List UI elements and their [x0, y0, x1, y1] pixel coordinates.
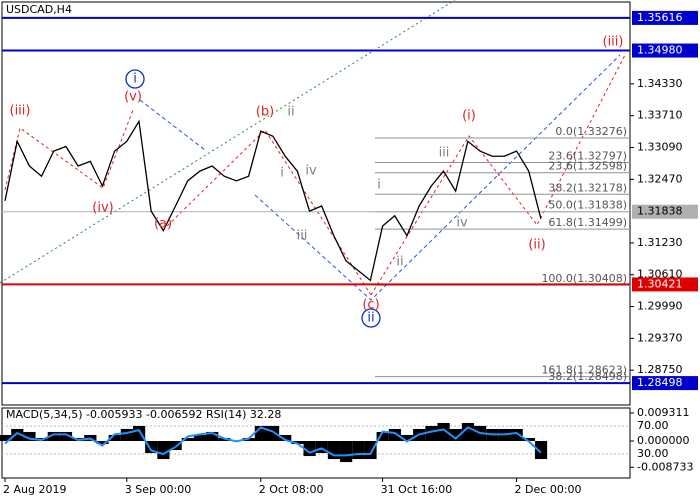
wave-label: i [377, 178, 381, 193]
level-label: 1.28498 [637, 376, 683, 389]
macd-bar [400, 434, 414, 441]
fib-label: 50.0(1.31838) [548, 199, 627, 212]
level-tag [632, 376, 698, 391]
fib-label: 38.2(1.32178) [548, 181, 627, 194]
trend-channel [0, 0, 456, 284]
macd-bar [534, 440, 548, 460]
x-tick-label: 2 Aug 2019 [3, 483, 66, 496]
fib-label: 23.6(1.32797) [548, 150, 627, 163]
macd-bar [193, 434, 207, 441]
price-line [4, 119, 542, 282]
level-label: 1.34980 [637, 44, 683, 57]
y-tick-label: 1.29370 [637, 331, 683, 344]
chart-title: USDCAD,H4 [6, 3, 72, 16]
wave-label: (b) [256, 105, 274, 120]
macd-bar [169, 440, 182, 451]
macd-bar [157, 440, 170, 460]
fib-label: 0.0(1.33276) [555, 125, 627, 138]
wave-label: (a) [154, 217, 172, 232]
wave-line [370, 54, 626, 296]
level-label: 1.31838 [637, 205, 683, 218]
macd-bar [364, 440, 377, 460]
macd-bar [96, 440, 109, 445]
macd-bar [206, 431, 219, 441]
macd-bar [23, 431, 36, 441]
x-tick-label: 2 Dec 00:00 [515, 483, 582, 496]
level-label: 1.35616 [637, 11, 683, 24]
level-tag [632, 277, 698, 292]
fib-label: 23.6(1.32598) [548, 160, 627, 173]
x-tick-label: 2 Oct 08:00 [259, 483, 324, 496]
wave-label: i [280, 166, 284, 181]
fib-label: 38.2(1.28498) [548, 370, 627, 383]
wave-line [254, 54, 621, 301]
macd-bar [425, 425, 438, 441]
wave-label: (i) [462, 109, 476, 124]
y-tick-label: 1.28750 [637, 363, 683, 376]
wave-label: iii [297, 229, 308, 244]
macd-bar [352, 440, 365, 460]
y-tick-label: 1.34330 [637, 77, 683, 90]
macd-bar [11, 428, 24, 441]
wave-label: i [133, 72, 137, 87]
wave-label: ii [396, 255, 403, 270]
macd-bar [59, 431, 73, 441]
wave-label: (c) [362, 298, 379, 313]
macd-bar [510, 428, 523, 441]
level-tag [632, 10, 698, 25]
wave-line [4, 109, 134, 191]
level-tag [632, 204, 698, 219]
macd-bar [437, 422, 450, 441]
wave-label: iii [439, 146, 450, 161]
y-tick-label: -0.008733 [637, 460, 693, 473]
x-tick-label: 31 Oct 16:00 [381, 483, 453, 496]
macd-bar [120, 428, 133, 441]
wave-circle [361, 308, 381, 328]
indicator-title: MACD(5,34,5) -0.005933 -0.006592 RSI(14)… [6, 408, 281, 421]
y-tick-label: 0.000000 [637, 434, 690, 447]
macd-bar [522, 437, 535, 441]
price-frame [1, 1, 631, 406]
rsi-tick-label: 30.00 [637, 447, 669, 460]
macd-bar [461, 422, 475, 441]
fib-label: 161.8(1.28623) [541, 364, 627, 377]
wave-label: (iii) [603, 35, 624, 50]
level-tag [632, 43, 698, 58]
macd-bar [47, 431, 60, 441]
macd-bar [279, 434, 292, 441]
y-tick-label: 1.33710 [637, 109, 683, 122]
y-tick-label: 0.009311 [637, 406, 690, 419]
indicator-frame [1, 407, 631, 479]
macd-bar [181, 437, 194, 441]
fib-label: 61.8(1.31499) [548, 216, 627, 229]
y-tick-label: 1.29990 [637, 300, 683, 313]
macd-bar [449, 428, 462, 441]
y-tick-label: 1.31230 [637, 236, 683, 249]
wave-label: ii [367, 311, 374, 326]
rsi-line [4, 426, 542, 457]
wave-label: iv [456, 216, 468, 231]
macd-bar [376, 431, 389, 441]
wave-label: (v) [124, 90, 142, 105]
wave-label: (iv) [92, 201, 113, 216]
wave-label: (ii) [528, 238, 545, 253]
y-tick-label: 1.32470 [637, 172, 683, 185]
level-label: 1.30421 [637, 277, 683, 290]
macd-bar [340, 440, 353, 463]
wave-label: iv [305, 164, 317, 179]
x-tick-label: 3 Sep 00:00 [125, 483, 191, 496]
wave-label: (iii) [10, 104, 31, 119]
wave-label: ii [287, 105, 294, 120]
rsi-tick-label: 70.00 [637, 419, 669, 432]
macd-bar [108, 434, 121, 441]
wave-circle [125, 69, 145, 89]
fib-label: 100.0(1.30408) [541, 272, 627, 285]
macd-bar [0, 434, 12, 441]
y-tick-label: 1.33090 [637, 141, 683, 154]
